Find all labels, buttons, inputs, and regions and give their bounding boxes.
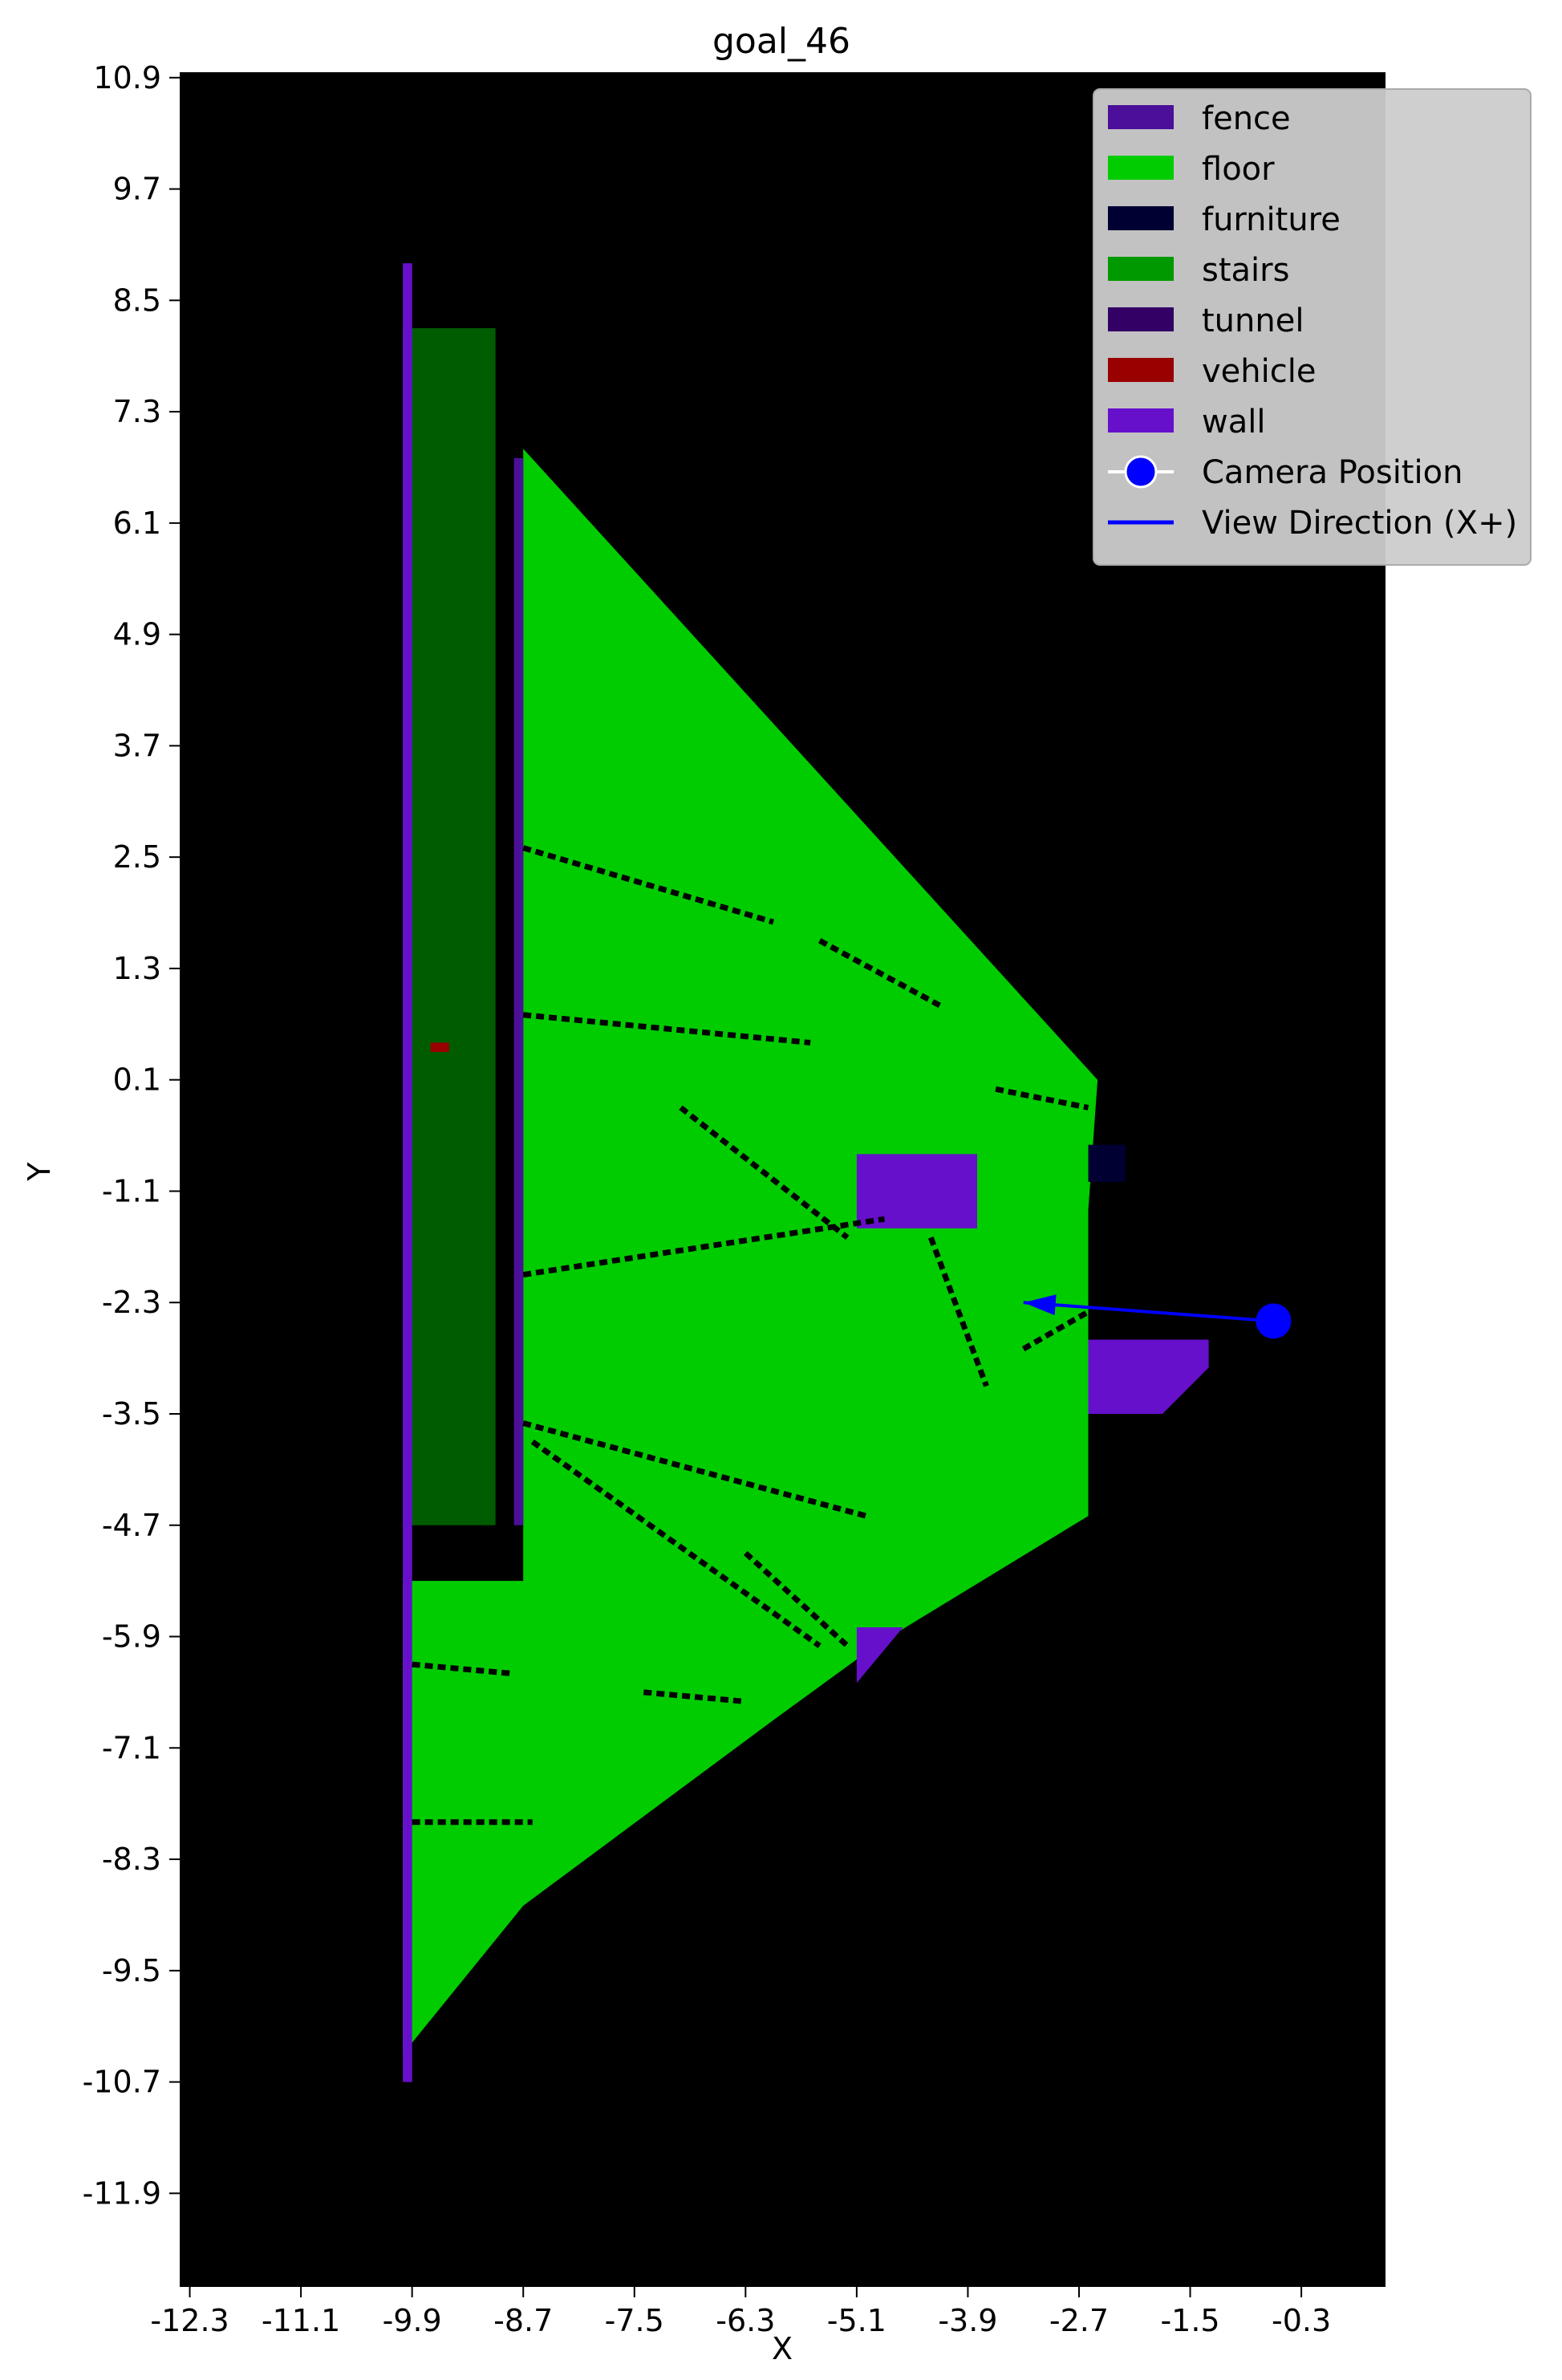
x-tick-label-8: -2.7 (1049, 2303, 1109, 2338)
legend-marker-camera-position (1124, 455, 1158, 489)
legend-label-wall: wall (1202, 404, 1265, 441)
legend-label-floor: floor (1202, 151, 1275, 188)
y-tick-label-4: 6.1 (113, 506, 161, 541)
x-tick-label-6: -5.1 (827, 2303, 886, 2338)
legend-swatch-tunnel (1108, 307, 1174, 331)
y-axis: 10.9 9.7 8.5 7.3 6.1 4.9 3.7 2.5 1.3 0.1 -1.1 -2.3 -… (83, 60, 181, 2211)
obstacle-line-12 (818, 938, 942, 1009)
y-tick-label-9: 0.1 (113, 1062, 161, 1098)
legend-box (1093, 88, 1532, 566)
obstacle-line-1 (522, 1420, 867, 1519)
region-vehicle-8 (430, 1042, 449, 1052)
x-tick-label-5: -6.3 (716, 2303, 775, 2338)
obstacle-line-8 (412, 1661, 514, 1677)
legend-label-stairs: stairs (1202, 252, 1289, 289)
camera-position-marker (1256, 1303, 1292, 1339)
legend: fence floor furniture stairs tunnel vehicle wa… (1093, 88, 1532, 566)
legend-label-fence: fence (1202, 100, 1291, 137)
x-axis-label: X (772, 2331, 793, 2366)
y-tick-label-2: 8.5 (113, 282, 161, 318)
legend-swatch-furniture (1108, 206, 1174, 230)
x-tick-label-10: -0.3 (1272, 2303, 1331, 2338)
y-tick-label-17: -9.5 (102, 1953, 161, 1988)
regions-layer (403, 263, 1209, 2082)
y-tick-label-8: 1.3 (113, 951, 161, 986)
view-direction-arrowhead (1023, 1294, 1057, 1316)
y-tick-label-6: 3.7 (113, 728, 161, 763)
legend-swatch-wall (1108, 408, 1174, 433)
legend-label-vehicle: vehicle (1202, 353, 1316, 390)
legend-swatch-fence (1108, 105, 1174, 129)
region-fence-6 (513, 457, 524, 1525)
y-tick-label-13: -4.7 (102, 1508, 161, 1543)
y-tick-label-19: -11.9 (83, 2175, 161, 2211)
view-layer (1023, 1294, 1292, 1339)
x-tick-label-2: -9.9 (383, 2303, 442, 2338)
obstacle-line-2 (530, 1439, 822, 1648)
y-tick-label-16: -8.3 (102, 1842, 161, 1877)
region-floor-1 (403, 328, 496, 1525)
y-tick-label-18: -10.7 (83, 2065, 161, 2100)
obstacle-line-0 (522, 1216, 886, 1277)
obstacle-line-11 (522, 1012, 811, 1046)
x-tick-label-4: -7.5 (605, 2303, 664, 2338)
y-tick-label-1: 9.7 (113, 172, 161, 207)
y-tick-label-5: 4.9 (113, 617, 161, 652)
legend-label-view-direction-x: View Direction (X+) (1202, 505, 1517, 542)
y-tick-label-10: -1.1 (102, 1173, 161, 1208)
obstacle-line-3 (679, 1105, 850, 1241)
x-tick-label-7: -3.9 (938, 2303, 997, 2338)
legend-label-furniture: furniture (1202, 201, 1341, 238)
y-tick-label-14: -5.9 (102, 1619, 161, 1655)
legend-swatch-vehicle (1108, 358, 1174, 382)
region-wall-5 (403, 263, 412, 2082)
region-wall-2 (856, 1154, 977, 1229)
region-wall-3 (1088, 1339, 1209, 1414)
y-axis-label: Y (22, 1162, 57, 1182)
y-tick-label-15: -7.1 (102, 1730, 161, 1765)
y-tick-label-7: 2.5 (113, 839, 161, 875)
legend-label-camera-position: Camera Position (1202, 454, 1463, 491)
x-tick-label-3: -8.7 (493, 2303, 553, 2338)
obstacle-line-6 (743, 1550, 850, 1648)
y-tick-label-0: 10.9 (93, 60, 161, 95)
region-floor-0 (403, 449, 1098, 2054)
legend-swatch-floor (1108, 156, 1174, 180)
obstacle-line-7 (643, 1689, 746, 1704)
region-wall-4 (856, 1627, 903, 1683)
plot-frame (180, 72, 1386, 2287)
x-axis: -12.3 -11.1 -9.9 -8.7 -7.5 -6.3 -5.1 -3.9 -2.7 -1… (150, 2286, 1331, 2338)
legend-swatch-stairs (1108, 257, 1174, 281)
x-tick-label-9: -1.5 (1160, 2303, 1219, 2338)
region-furniture-7 (1088, 1144, 1126, 1182)
legend-label-tunnel: tunnel (1202, 303, 1304, 339)
chart-title: goal_46 (712, 21, 850, 62)
x-tick-label-1: -11.1 (262, 2303, 340, 2338)
obstacle-line-5 (927, 1237, 989, 1387)
x-tick-label-0: -12.3 (150, 2303, 229, 2338)
obstacle-line-10 (522, 845, 774, 925)
y-tick-label-11: -2.3 (102, 1285, 161, 1320)
obstacles-layer (412, 845, 1090, 1826)
y-tick-label-3: 7.3 (113, 394, 161, 429)
view-direction-line (1023, 1301, 1274, 1323)
obstacle-line-13 (995, 1086, 1089, 1111)
y-tick-label-12: -3.5 (102, 1396, 161, 1432)
